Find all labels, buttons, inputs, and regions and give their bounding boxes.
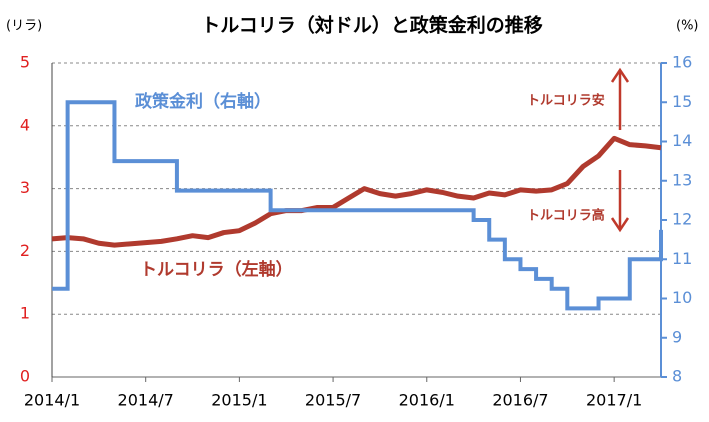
y-unit: (リラ): [6, 19, 42, 34]
line-series: [51, 135, 662, 248]
y-tick-label: 4: [20, 115, 30, 134]
legend-label: トルコリラ（左軸）: [140, 259, 293, 280]
y-tick-label: 1: [20, 304, 30, 323]
x-tick-label: 2014/1: [24, 391, 80, 410]
x-tick-label: 2016/7: [492, 391, 548, 410]
y2-tick-label: 15: [672, 92, 692, 111]
x-tick-label: 2015/7: [305, 391, 361, 410]
legend-label: 政策金利（右軸）: [135, 91, 271, 112]
annotation: トルコリラ安: [527, 93, 605, 109]
arrow: [610, 67, 630, 233]
y2-tick-label: 13: [672, 170, 692, 189]
line-series: [52, 100, 663, 311]
y-tick-label: 0: [20, 367, 30, 386]
annotation: トルコリラ高: [527, 208, 605, 224]
y-tick-label: 5: [20, 53, 30, 72]
y2-unit: (%): [676, 19, 699, 34]
y2-tick-label: 8: [672, 367, 682, 386]
x-tick-label: 2015/1: [211, 391, 267, 410]
y2-tick-label: 11: [672, 249, 692, 268]
y2-tick-label: 12: [672, 210, 692, 229]
y2-tick-label: 14: [672, 131, 692, 150]
y-tick-label: 3: [20, 178, 30, 197]
x-tick-label: 2017/1: [586, 391, 642, 410]
y2-tick-label: 16: [672, 53, 692, 72]
x-tick-label: 2016/1: [399, 391, 455, 410]
x-tick-label: 2014/7: [118, 391, 174, 410]
chart-title: トルコリラ（対ドル）と政策金利の推移: [201, 14, 543, 37]
y-tick-label: 2: [20, 241, 30, 260]
y2-tick-label: 9: [672, 327, 682, 346]
y2-tick-label: 10: [672, 288, 692, 307]
